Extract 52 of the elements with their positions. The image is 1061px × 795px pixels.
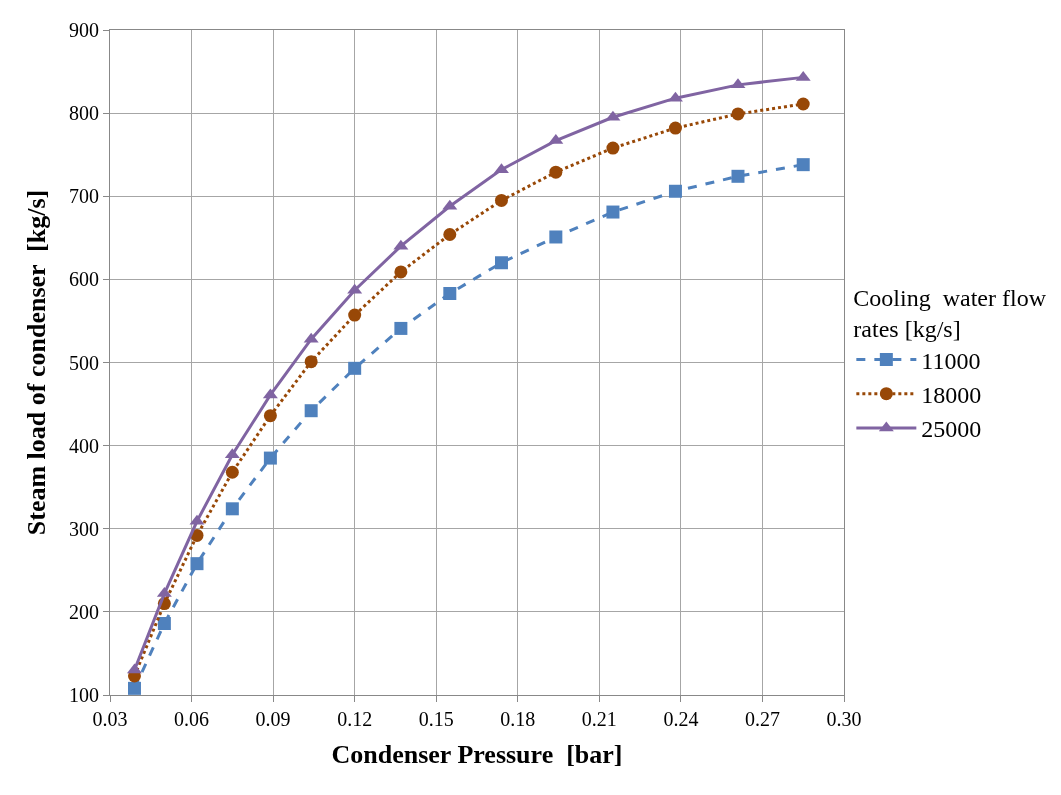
point (394, 265, 408, 279)
y-tick-label: 500 (69, 351, 99, 374)
point (190, 557, 204, 571)
point (225, 465, 239, 479)
point (668, 121, 682, 135)
point (494, 256, 508, 270)
x-tick-label: 0.12 (337, 708, 373, 730)
y-tick-label: 400 (69, 434, 99, 457)
x-tick-label: 0.03 (92, 708, 128, 730)
point (668, 184, 682, 198)
x-tick-label: 0.06 (174, 708, 210, 730)
y-tick-label: 100 (69, 684, 99, 706)
y-tick-label: 800 (69, 102, 99, 125)
point (731, 169, 745, 183)
point (348, 308, 362, 322)
point (348, 361, 362, 375)
point (606, 141, 620, 155)
x-tick-label: 0.30 (826, 708, 862, 730)
y-tick-label: 600 (69, 268, 99, 291)
point (157, 617, 171, 631)
y-axis-title: Steam load of condenser [kg/s] (22, 189, 52, 536)
point (494, 193, 508, 207)
point (127, 681, 141, 695)
x-tick-label: 0.21 (581, 708, 617, 730)
point (549, 165, 563, 179)
point (443, 287, 457, 301)
x-tick-label: 0.18 (500, 708, 536, 730)
point (225, 502, 239, 516)
point (263, 451, 277, 465)
point (394, 321, 408, 335)
y-tick-label: 300 (69, 517, 99, 540)
legend-label: 11000 (921, 347, 981, 374)
x-axis-title: Condenser Pressure [bar] (331, 739, 623, 769)
point (304, 404, 318, 418)
x-tick-label: 0.24 (663, 708, 699, 730)
point (304, 355, 318, 369)
y-tick-label: 700 (69, 185, 99, 208)
point (796, 97, 810, 111)
x-tick-label: 0.27 (744, 708, 780, 730)
point (796, 158, 810, 172)
y-tick-label: 200 (69, 600, 99, 623)
x-tick-label: 0.15 (418, 708, 454, 730)
point (549, 230, 563, 244)
point (606, 205, 620, 219)
point (263, 409, 277, 423)
point (731, 107, 745, 121)
legend-label: 25000 (921, 416, 982, 443)
point (443, 227, 457, 241)
y-tick-label: 900 (69, 19, 99, 41)
x-tick-label: 0.09 (255, 708, 291, 730)
legend-label: 18000 (921, 382, 982, 409)
legend-title: Cooling water flow rates [kg/s] (853, 285, 1047, 343)
